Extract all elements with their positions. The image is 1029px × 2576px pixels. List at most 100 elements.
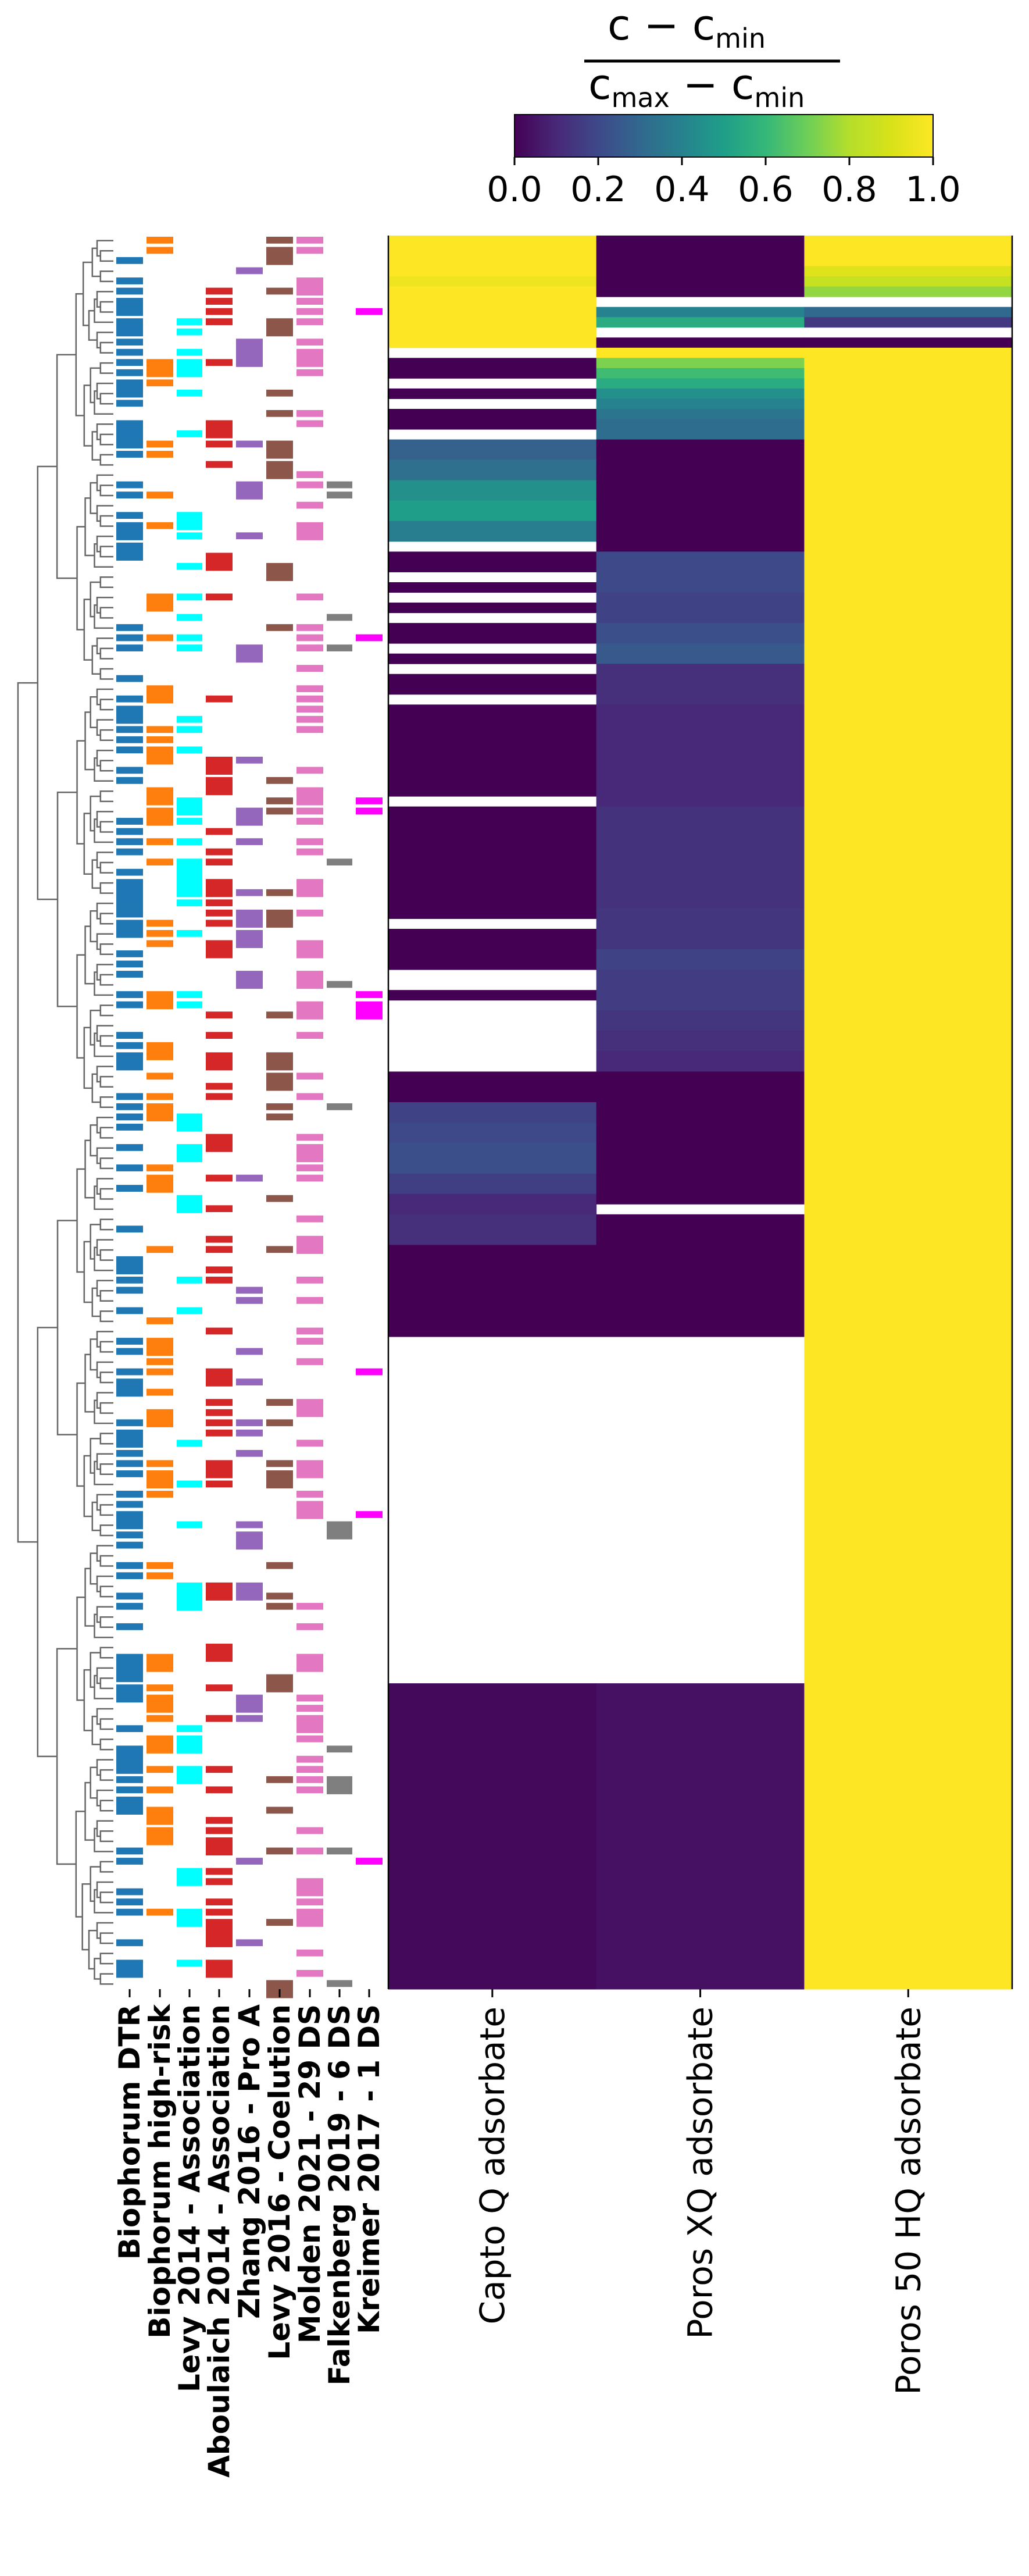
- heatmap-cell: [596, 337, 805, 348]
- annotation-mark: [266, 1195, 293, 1202]
- annotation-mark: [147, 787, 173, 806]
- dendrogram-link: [90, 1766, 97, 1799]
- annotation-mark: [266, 287, 293, 295]
- annotation-mark: [296, 1827, 323, 1834]
- dendrogram-link: [99, 1800, 113, 1812]
- annotation-mark: [296, 1786, 323, 1794]
- annotation-mark: [177, 634, 202, 642]
- annotation-mark: [147, 1470, 173, 1489]
- annotation-mark: [356, 634, 383, 642]
- annotation-mark: [296, 1276, 323, 1284]
- heatmap-cell: [388, 408, 597, 420]
- dendrogram-link: [99, 362, 113, 374]
- annotation-mark: [296, 767, 323, 774]
- dendrogram-link: [37, 465, 58, 900]
- annotation-mark: [147, 1735, 173, 1754]
- annotation-mark: [116, 838, 143, 845]
- annotation-mark: [266, 389, 293, 397]
- annotation-mark: [296, 818, 323, 825]
- annotation-mark: [116, 1042, 143, 1049]
- annotation-mark: [296, 1491, 323, 1498]
- annotation-mark: [296, 1766, 323, 1773]
- annotation-mark: [206, 879, 233, 897]
- dendrogram-link: [90, 1124, 97, 1157]
- annotation-mark: [266, 1082, 293, 1090]
- annotation-mark: [177, 1276, 202, 1284]
- dendrogram-link: [91, 1715, 101, 1745]
- dendrogram-link: [76, 1596, 85, 1701]
- annotation-mark: [236, 971, 263, 989]
- annotation-mark: [147, 634, 173, 642]
- annotation-mark: [147, 522, 173, 529]
- annotation-mark: [147, 440, 173, 448]
- dendrogram-link: [96, 964, 113, 981]
- annotation-mark: [116, 1562, 143, 1569]
- annotation-mark: [296, 1776, 323, 1783]
- annotation-mark: [236, 1939, 263, 1947]
- dendrogram-link: [84, 1782, 95, 1841]
- annotation-mark: [356, 1368, 383, 1376]
- annotation-mark: [296, 1511, 323, 1518]
- annotation-mark: [296, 695, 323, 703]
- dendrogram-link: [99, 1953, 113, 1965]
- annotation-mark: [116, 644, 143, 651]
- annotation-mark: [177, 593, 202, 601]
- heatmap-cell: [388, 990, 597, 1001]
- colorbar: [514, 114, 934, 158]
- dendrogram-link: [56, 1220, 77, 1435]
- dendrogram-link: [99, 699, 113, 711]
- annotation-mark: [206, 1868, 233, 1875]
- dendrogram-link: [83, 1027, 92, 1089]
- annotation-mark: [177, 389, 202, 397]
- dendrogram-link: [99, 1616, 113, 1628]
- annotation-mark: [116, 634, 143, 642]
- annotation-mark: [177, 1480, 202, 1488]
- heatmap-cell: [804, 236, 1013, 267]
- dendrogram-link: [91, 859, 101, 889]
- annotation-mark: [206, 1715, 233, 1722]
- heatmap-cell: [388, 337, 597, 348]
- annotation-mark: [296, 1174, 323, 1182]
- heatmap-cell: [388, 551, 597, 572]
- dendrogram-link: [90, 1224, 101, 1260]
- annotation-mark: [236, 920, 263, 927]
- annotation-mark: [116, 1572, 143, 1580]
- dendrogram-link: [90, 696, 97, 729]
- annotation-mark: [116, 868, 143, 876]
- annotation-mark: [177, 1592, 202, 1611]
- annotation-mark: [116, 909, 143, 917]
- heatmap-cell: [596, 1051, 805, 1072]
- annotation-mark: [296, 308, 323, 315]
- annotation-mark: [266, 471, 293, 478]
- annotation-mark: [147, 1317, 173, 1324]
- annotation-mark: [206, 940, 233, 959]
- annotation-mark: [147, 818, 173, 825]
- dendrogram-link: [56, 354, 77, 579]
- heatmap-cell: [596, 368, 805, 379]
- annotation-mark: [206, 899, 233, 907]
- annotation-mark: [296, 909, 323, 917]
- annotation-mark: [266, 1602, 293, 1610]
- dendrogram-link: [99, 1371, 113, 1384]
- annotation-mark: [116, 1225, 143, 1233]
- annotation-mark: [296, 1654, 323, 1672]
- heatmap-cell: [596, 439, 805, 552]
- annotation-mark: [266, 1419, 293, 1427]
- annotation-mark: [116, 328, 143, 336]
- annotation-mark: [236, 1531, 263, 1550]
- dendrogram-link: [83, 1669, 92, 1731]
- annotation-mark: [116, 1276, 143, 1284]
- annotation-mark: [177, 726, 202, 733]
- annotation-mark: [296, 1898, 323, 1906]
- annotation-mark: [116, 287, 143, 295]
- annotation-mark: [296, 1623, 323, 1630]
- annotation-mark: [116, 491, 143, 499]
- annotation-mark: [206, 1093, 233, 1100]
- annotation-mark: [236, 838, 263, 845]
- dendrogram-link: [84, 1139, 95, 1199]
- annotation-mark: [116, 1602, 143, 1610]
- annotation-mark: [266, 247, 293, 265]
- annotation-mark: [177, 715, 202, 723]
- dendrogram-link: [99, 647, 113, 660]
